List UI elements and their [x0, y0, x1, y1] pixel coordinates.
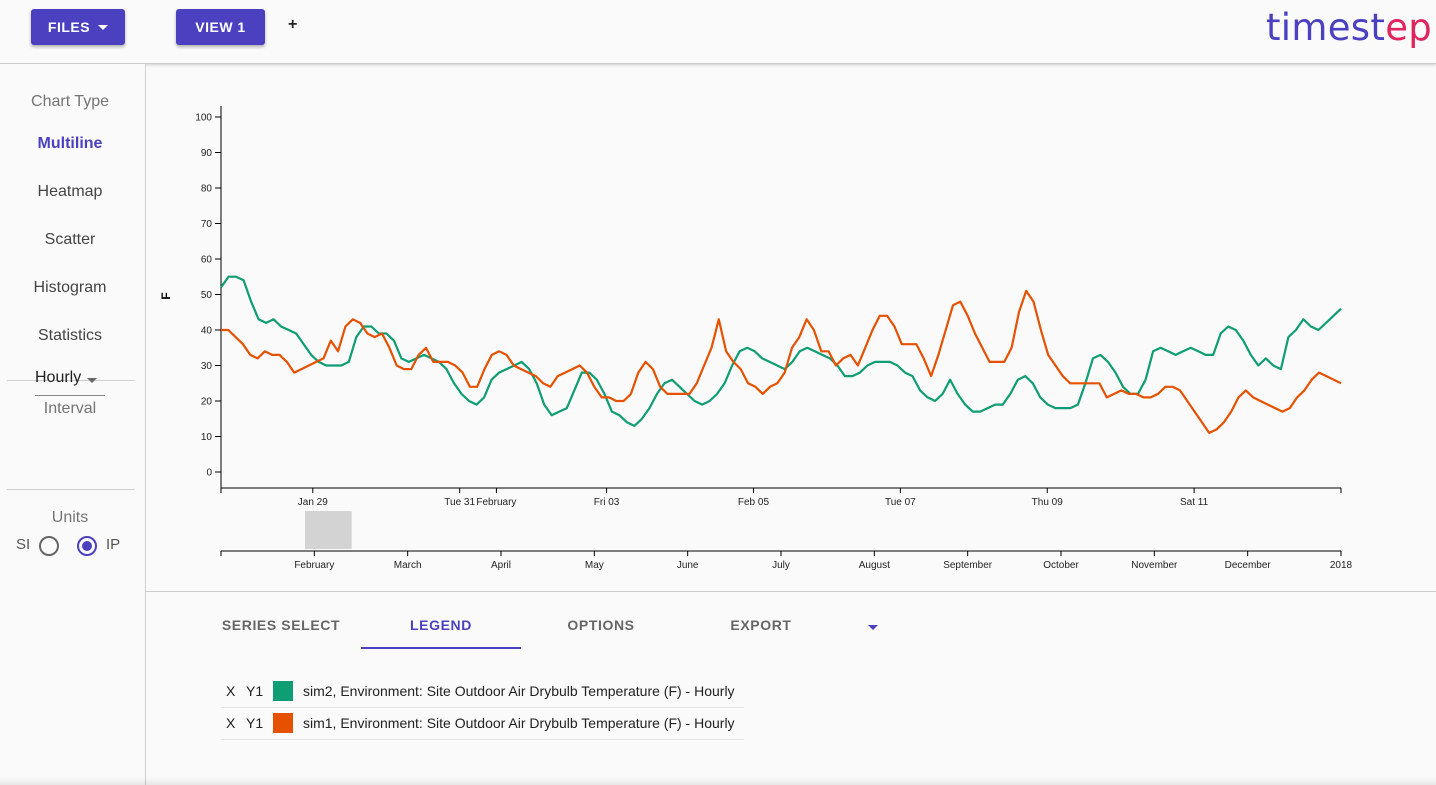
x-tick-label: Thu 09: [1032, 497, 1064, 508]
x-tick-label: Tue 31: [444, 497, 475, 508]
unit-ip-radio[interactable]: [77, 536, 97, 556]
navigator-tick-label: February: [294, 560, 334, 571]
y-tick-label: 30: [201, 361, 213, 372]
sidebar-divider: [7, 380, 135, 381]
x-tick-label: Fri 03: [594, 497, 620, 508]
y-tick-label: 60: [201, 255, 213, 266]
navigator-tick-label: October: [1043, 560, 1079, 571]
navigator-tick-label: May: [585, 560, 604, 571]
chart-type-heatmap[interactable]: Heatmap: [37, 183, 103, 200]
legend-series-name: sim2, Environment: Site Outdoor Air Dryb…: [303, 683, 735, 699]
y-axis: 0 10 20 30 40 50 60 70 80 90 100: [195, 106, 222, 488]
caret-down-icon: [98, 24, 109, 30]
navigator-brush[interactable]: [305, 511, 352, 549]
y-tick-label: 80: [201, 184, 213, 195]
tab-legend[interactable]: LEGEND: [410, 617, 472, 633]
sidebar: Chart Type Multiline Heatmap Scatter His…: [0, 64, 146, 785]
series-line-1[interactable]: [220, 275, 1342, 427]
chart-type-histogram[interactable]: Histogram: [33, 279, 107, 296]
view-tab-button[interactable]: VIEW 1: [176, 9, 265, 45]
chart-type-statistics[interactable]: Statistics: [37, 327, 102, 344]
view-button-label: VIEW 1: [195, 19, 246, 35]
add-view-button[interactable]: +: [288, 16, 298, 33]
active-tab-indicator: [361, 647, 521, 649]
navigator-tick-label: March: [394, 560, 422, 571]
x-tick-label: February: [476, 497, 516, 508]
bottom-shadow: [0, 777, 1436, 785]
legend-row: X Y1 sim2, Environment: Site Outdoor Air…: [221, 675, 744, 708]
interval-select-value: Hourly: [35, 369, 82, 386]
logo-text-accent: ep: [1385, 6, 1433, 49]
x-tick-label: Feb 05: [738, 497, 770, 508]
tab-options[interactable]: OPTIONS: [567, 617, 635, 633]
legend-x-toggle[interactable]: X: [226, 715, 236, 731]
y-tick-label: 70: [201, 219, 213, 230]
units-heading: Units: [51, 509, 89, 526]
navigator-axis: February March April May June July August Septe…: [220, 550, 1353, 571]
navigator-tick-label: September: [943, 560, 993, 571]
navigator-tick-label: 2018: [1330, 560, 1353, 571]
legend-y1-toggle[interactable]: Y1: [246, 683, 264, 699]
unit-si-label: SI: [16, 536, 31, 553]
y-tick-label: 20: [201, 397, 213, 408]
unit-si-radio[interactable]: [39, 536, 59, 556]
legend-series-name: sim1, Environment: Site Outdoor Air Dryb…: [303, 715, 735, 731]
y-tick-label: 50: [201, 290, 213, 301]
x-tick-label: Sat 11: [1180, 497, 1209, 508]
x-tick-label: Jan 29: [298, 497, 328, 508]
chevron-down-icon: [87, 378, 97, 383]
x-tick-label: Tue 07: [885, 497, 916, 508]
series-line-2[interactable]: [221, 289, 1342, 434]
legend-x-toggle[interactable]: X: [226, 683, 236, 699]
legend-y1-toggle[interactable]: Y1: [246, 715, 264, 731]
navigator-tick-label: July: [772, 560, 790, 571]
y-tick-label: 0: [206, 468, 212, 479]
interval-heading: Interval: [43, 400, 97, 417]
y-axis-label: F: [159, 292, 173, 299]
y-tick-label: 100: [195, 113, 212, 124]
chart-type-multiline[interactable]: Multiline: [37, 135, 103, 152]
navigator-tick-label: August: [859, 560, 890, 571]
y-tick-label: 10: [201, 432, 213, 443]
more-tabs-caret-icon[interactable]: [868, 625, 878, 630]
y-tick-label: 90: [201, 148, 213, 159]
series-lines: [220, 275, 1342, 434]
interval-select[interactable]: Hourly: [35, 369, 105, 396]
y-tick-label: 40: [201, 326, 213, 337]
chart-type-heading: Chart Type: [31, 93, 109, 110]
logo-text-primary: timest: [1266, 6, 1386, 49]
tab-series-select[interactable]: SERIES SELECT: [221, 617, 341, 633]
sidebar-divider: [7, 489, 135, 490]
navigator-tick-label: November: [1131, 560, 1178, 571]
unit-ip-label: IP: [106, 536, 121, 553]
navigator-tick-label: June: [677, 560, 699, 571]
legend-color-swatch[interactable]: [273, 681, 293, 701]
chart-type-scatter[interactable]: Scatter: [44, 231, 96, 248]
navigator-tick-label: December: [1225, 560, 1272, 571]
legend-color-swatch[interactable]: [273, 713, 293, 733]
legend-row: X Y1 sim1, Environment: Site Outdoor Air…: [221, 707, 744, 740]
app-logo: timestep: [1266, 6, 1432, 49]
navigator-tick-label: April: [491, 560, 511, 571]
tab-export[interactable]: EXPORT: [730, 617, 792, 633]
top-toolbar: FILES VIEW 1 + timestep: [0, 0, 1436, 64]
x-axis: Jan 29 Tue 31 February Fri 03 Feb 05 Tue 07 Th…: [220, 487, 1342, 508]
files-button[interactable]: FILES: [31, 9, 125, 45]
panel-divider: [146, 591, 1436, 592]
files-button-label: FILES: [47, 19, 91, 35]
